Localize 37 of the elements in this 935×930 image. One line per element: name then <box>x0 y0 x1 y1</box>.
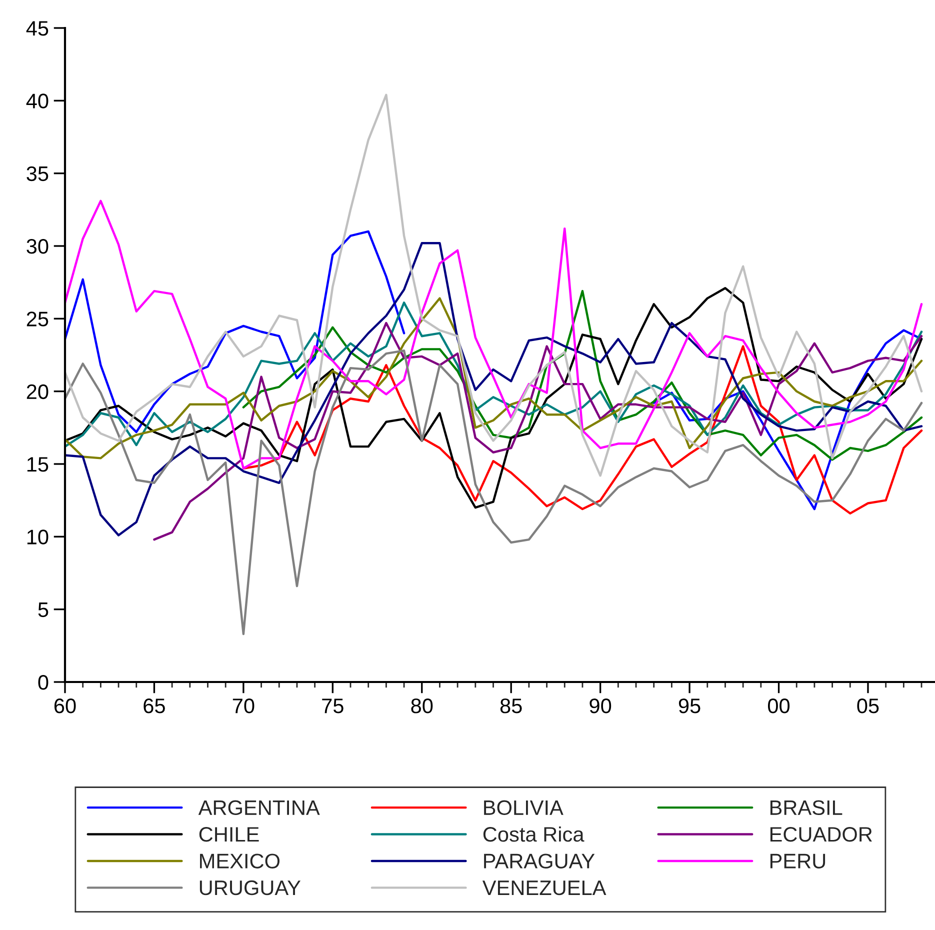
legend-label: URUGUAY <box>200 880 301 896</box>
line-series <box>242 345 923 515</box>
legend-label: PARAGUAY <box>484 854 595 868</box>
line-series <box>242 290 923 461</box>
y-tick-label: 35 <box>26 166 48 182</box>
x-tick-label: 85 <box>500 698 522 714</box>
line-series <box>65 350 923 636</box>
x-tick-label: 60 <box>54 698 76 714</box>
y-tick-label: 5 <box>38 602 48 618</box>
y-tick-label: 25 <box>26 312 48 326</box>
y-tick-label: 20 <box>26 384 48 400</box>
y-tick-label: 10 <box>27 530 48 544</box>
y-tick-label: 15 <box>27 457 48 472</box>
x-tick-label: 75 <box>322 698 344 714</box>
x-tick-label: 95 <box>678 698 700 714</box>
y-tick-label: 30 <box>26 239 48 254</box>
legend-label: MEXICO <box>200 854 280 868</box>
legend-label: VENEZUELA <box>482 880 606 896</box>
legend-label: BRASIL <box>770 800 842 816</box>
legend-label: PERU <box>770 854 826 868</box>
legend-label: CHILE <box>199 827 259 842</box>
line-series <box>65 200 923 470</box>
y-tick-label: 0 <box>38 675 48 690</box>
y-tick-label: 45 <box>26 21 48 36</box>
legend-label: Costa Rica <box>483 826 584 842</box>
x-tick-label: 80 <box>411 698 433 714</box>
y-tick-label: 40 <box>26 94 48 108</box>
x-tick-label: 70 <box>232 698 254 714</box>
x-tick-label: 65 <box>144 698 165 714</box>
x-tick-label: 05 <box>857 698 879 714</box>
x-tick-label: 90 <box>590 698 612 714</box>
x-tick-label: 00 <box>768 698 790 714</box>
legend-label: ARGENTINA <box>198 800 320 816</box>
line-series <box>65 94 923 477</box>
legend-label: ECUADOR <box>770 827 872 842</box>
line-series <box>153 322 923 541</box>
legend-label: BOLIVIA <box>484 800 564 816</box>
